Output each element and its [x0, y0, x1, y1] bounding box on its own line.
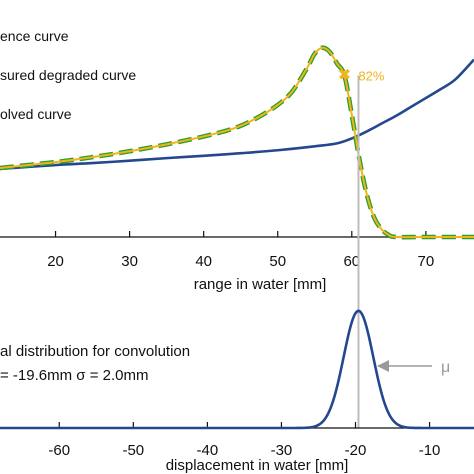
bottom-x-tick-label: -30 — [271, 442, 293, 459]
legend-entry: olved curve — [0, 106, 72, 122]
bottom-x-tick-label: -60 — [48, 442, 70, 459]
distribution-text-line-2: = -19.6mm σ = 2.0mm — [0, 367, 148, 384]
annotation-marker-icon: ✖ — [338, 67, 351, 84]
series-line-convolved — [0, 46, 474, 239]
legend-entry: ence curve — [0, 28, 69, 44]
top-x-tick-label: 30 — [121, 253, 138, 270]
top-x-tick-label: 40 — [195, 253, 212, 270]
bottom-x-tick-label: -40 — [197, 442, 219, 459]
top-x-axis-label: range in water [mm] — [194, 276, 327, 293]
bottom-x-tick-label: -50 — [122, 442, 144, 459]
top-x-tick-label: 20 — [47, 253, 64, 270]
top-x-tick-label: 50 — [269, 253, 286, 270]
mu-arrowhead-icon — [377, 360, 389, 372]
series-line-reference — [0, 58, 474, 171]
top-x-tick-label: 70 — [418, 253, 435, 270]
top-x-tick-label: 60 — [343, 253, 360, 270]
legend-entry: sured degraded curve — [0, 67, 136, 83]
top-x-ticks: 20 30 40 50 60 70 — [47, 231, 434, 270]
bottom-x-tick-label: -20 — [345, 442, 367, 459]
bottom-x-tick-label: -10 — [419, 442, 441, 459]
gaussian-line — [0, 309, 474, 430]
annotation-label: 82% — [358, 68, 384, 83]
bottom-x-axis-label: displacement in water [mm] — [166, 457, 349, 474]
mu-label: μ — [441, 359, 450, 376]
bottom-x-ticks: -60 -50 -40 -30 -20 -10 — [48, 422, 440, 459]
distribution-text-line-1: al distribution for convolution — [0, 343, 190, 360]
